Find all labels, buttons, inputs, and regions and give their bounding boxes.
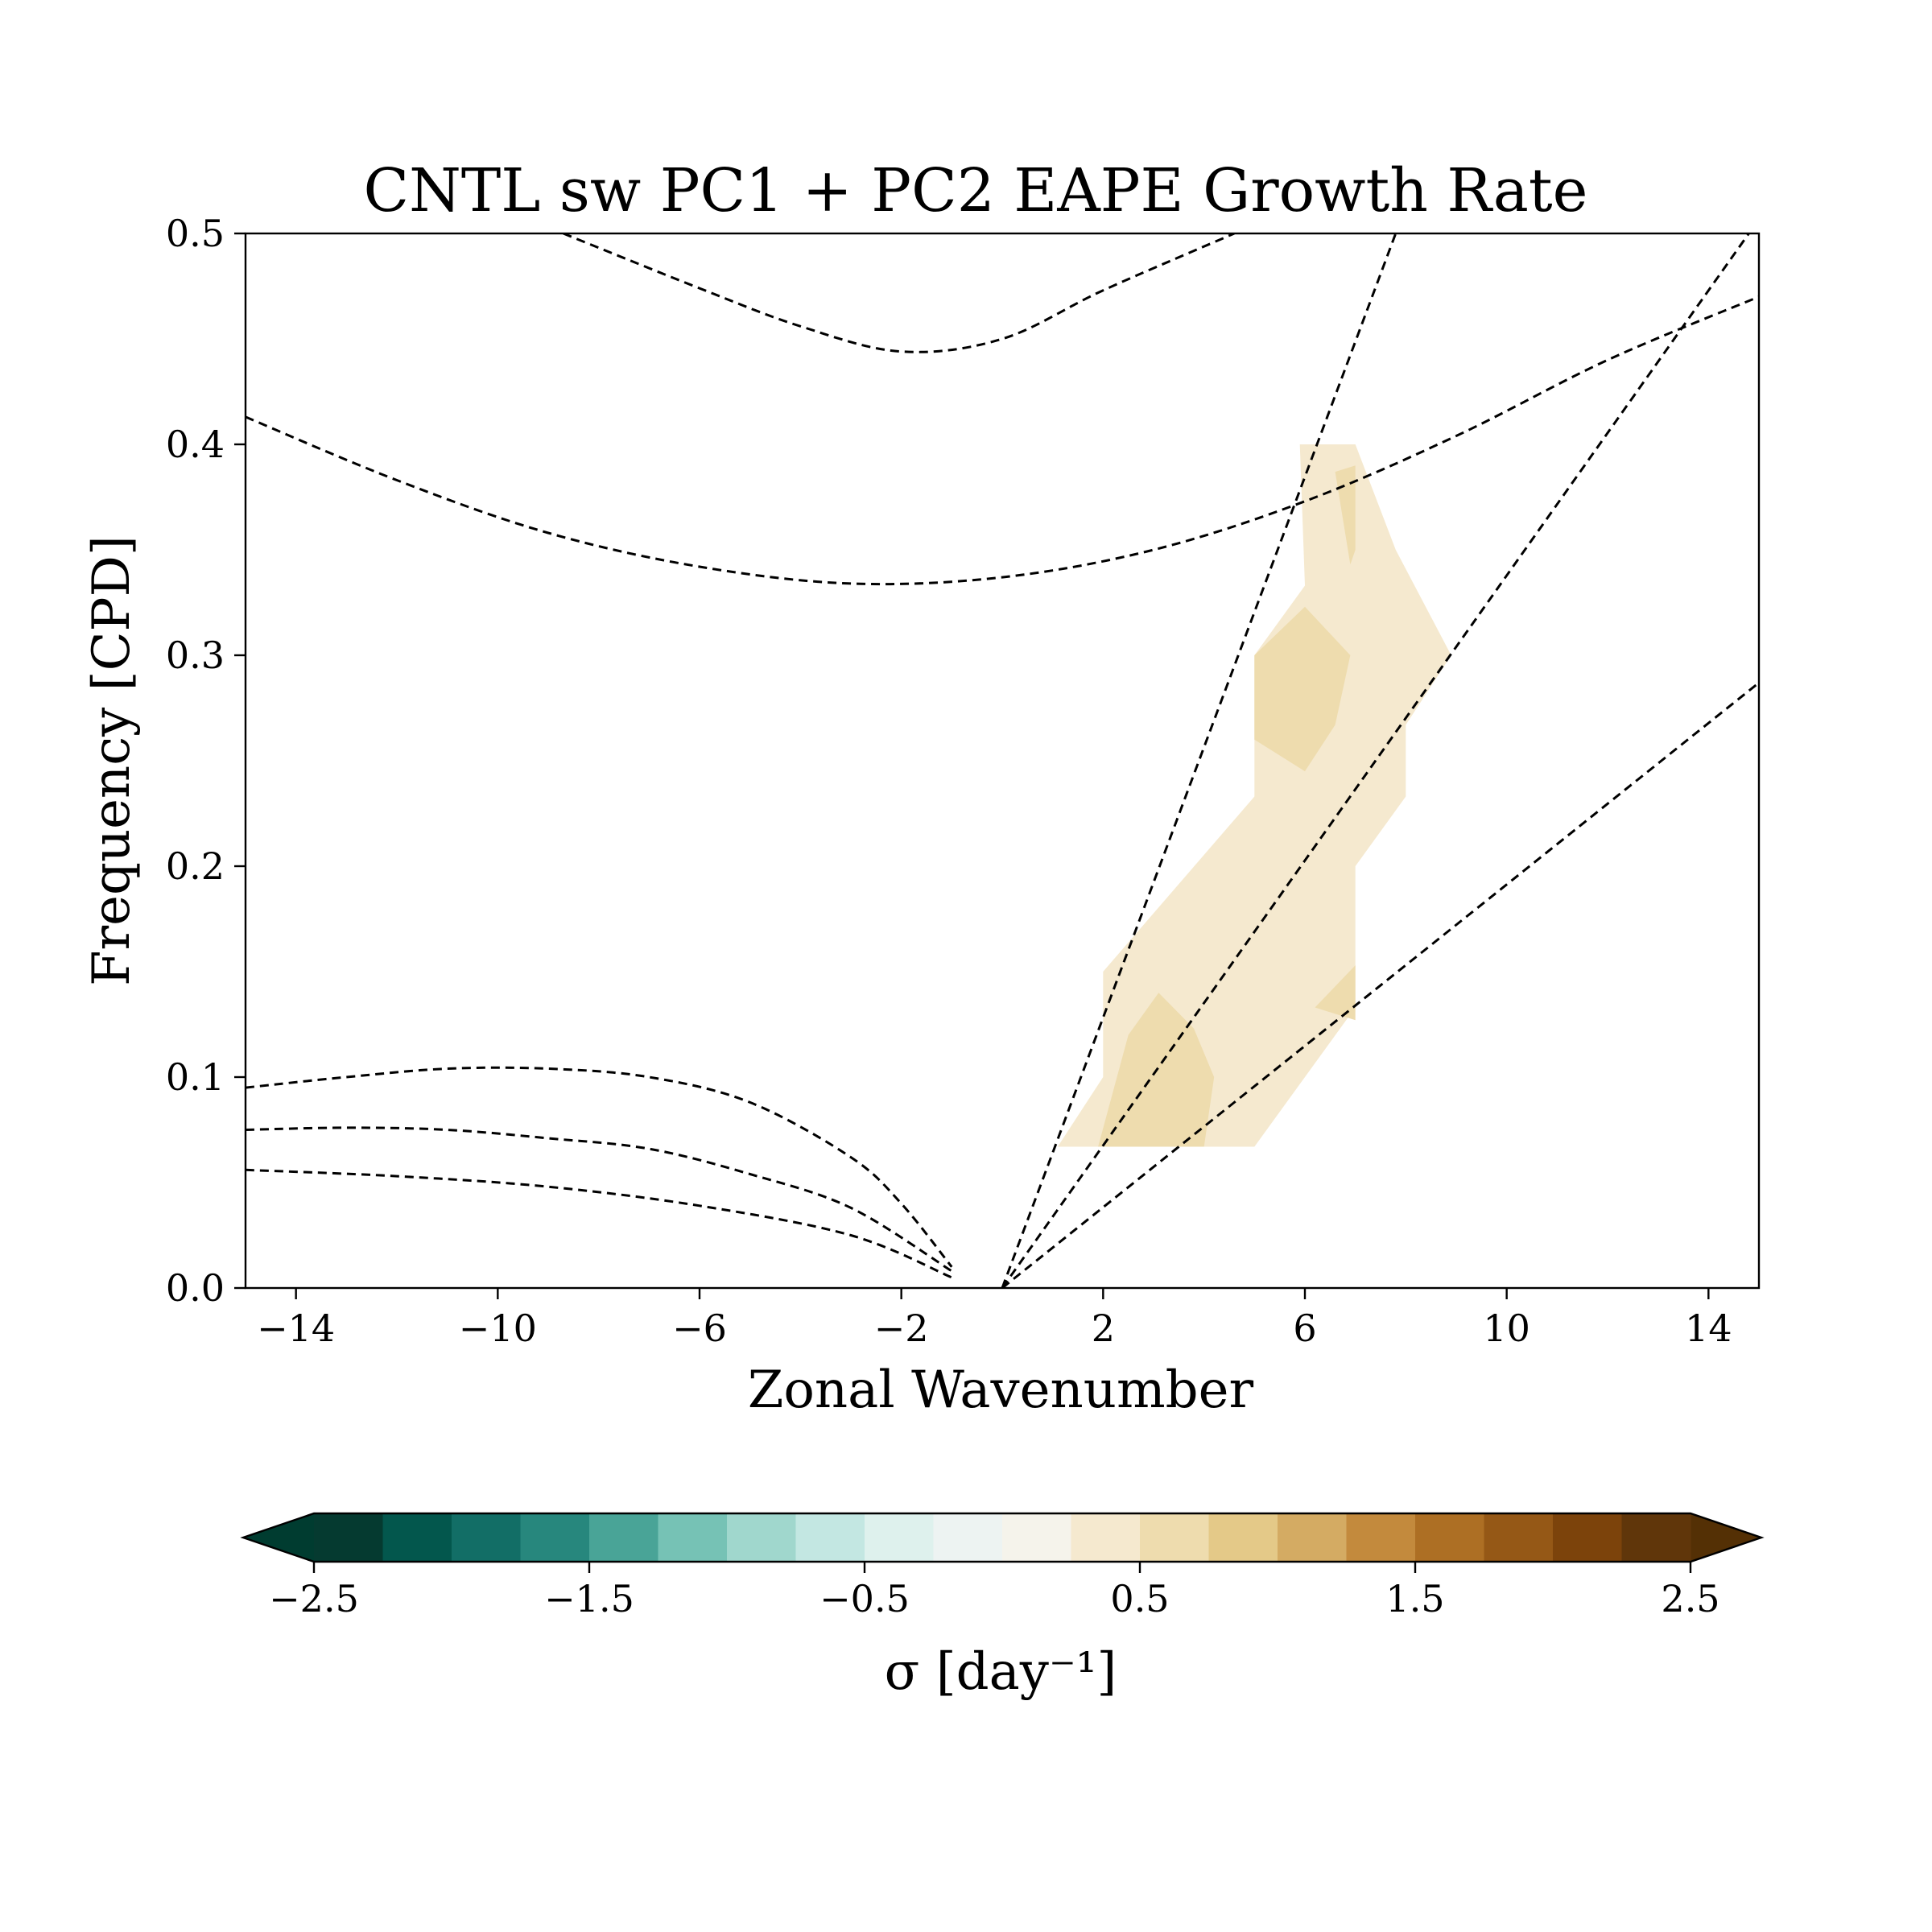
colorbar-swatch (1208, 1513, 1278, 1562)
colorbar-swatch (1415, 1513, 1485, 1562)
colorbar-extend-low (243, 1513, 314, 1562)
colorbar-swatch (1071, 1513, 1141, 1562)
contour-region-2 (1254, 606, 1351, 772)
dispersion-curve-er-3 (246, 1168, 952, 1279)
x-tick-label: 2 (1092, 1307, 1115, 1350)
colorbar-swatch (795, 1513, 865, 1562)
x-tick-label: −2 (874, 1307, 929, 1350)
x-axis: −14 −10 −6 −2 2 6 10 14 (257, 1288, 1732, 1350)
colorbar-label: σ [day⁻¹] (885, 1642, 1117, 1702)
y-tick-label: 0.1 (166, 1055, 225, 1099)
y-tick-label: 0.2 (166, 844, 225, 888)
dispersion-curve-kelvin-h2 (1001, 233, 1750, 1288)
colorbar-swatch (520, 1513, 590, 1562)
y-tick-label: 0.3 (166, 634, 225, 677)
colorbar-swatch (1484, 1513, 1554, 1562)
plot-frame (244, 232, 1761, 1290)
y-axis: 0.0 0.1 0.2 0.3 0.4 0.5 (166, 212, 246, 1310)
contour-region-5 (1335, 465, 1356, 565)
chart-title: CNTL sw PC1 + PC2 EAPE Growth Rate (364, 156, 1588, 225)
contour-region-4 (1315, 965, 1356, 1021)
colorbar-tick-label: −1.5 (544, 1577, 634, 1620)
y-tick-label: 0.5 (166, 212, 225, 255)
colorbar-tick-label: −0.5 (819, 1577, 910, 1620)
colorbar-tick-label: 0.5 (1110, 1577, 1169, 1620)
x-axis-label: Zonal Wavenumber (748, 1360, 1254, 1420)
colorbar-swatch (1140, 1513, 1210, 1562)
colorbar-swatch (1553, 1513, 1623, 1562)
colorbar-swatch (452, 1513, 522, 1562)
colorbar: −2.5 −1.5 −0.5 0.5 1.5 2.5 (240, 1512, 1765, 1620)
colorbar-tick-label: −2.5 (269, 1577, 359, 1620)
colorbar-swatch (1346, 1513, 1416, 1562)
dispersion-curve-er-2 (246, 1126, 953, 1273)
colorbar-extend-high (1690, 1513, 1761, 1562)
y-tick-label: 0.4 (166, 423, 225, 466)
x-tick-label: 14 (1685, 1307, 1732, 1350)
colorbar-swatch (314, 1513, 384, 1562)
colorbar-tick-label: 1.5 (1385, 1577, 1444, 1620)
colorbar-swatch (727, 1513, 797, 1562)
x-tick-label: −6 (672, 1307, 727, 1350)
x-tick-label: −10 (459, 1307, 537, 1350)
y-tick-label: 0.0 (166, 1266, 225, 1310)
dispersion-curve-kelvin-h3 (1001, 681, 1759, 1288)
colorbar-tick-label: 2.5 (1661, 1577, 1719, 1620)
dispersion-curve-ig-n1 (246, 295, 1759, 586)
x-tick-label: 6 (1293, 1307, 1316, 1350)
colorbar-swatch (382, 1513, 452, 1562)
x-tick-label: 10 (1483, 1307, 1530, 1350)
colorbar-swatch (589, 1513, 659, 1562)
y-axis-label: Frequency [CPD] (82, 535, 142, 986)
colorbar-swatch (1002, 1513, 1072, 1562)
colorbar-swatch (658, 1513, 728, 1562)
x-tick-label: −14 (257, 1307, 335, 1350)
colorbar-swatch (1621, 1513, 1691, 1562)
colorbar-swatch (865, 1513, 935, 1562)
colorbar-swatch (933, 1513, 1003, 1562)
colorbar-swatch (1278, 1513, 1348, 1562)
dispersion-curves (246, 233, 1759, 1288)
